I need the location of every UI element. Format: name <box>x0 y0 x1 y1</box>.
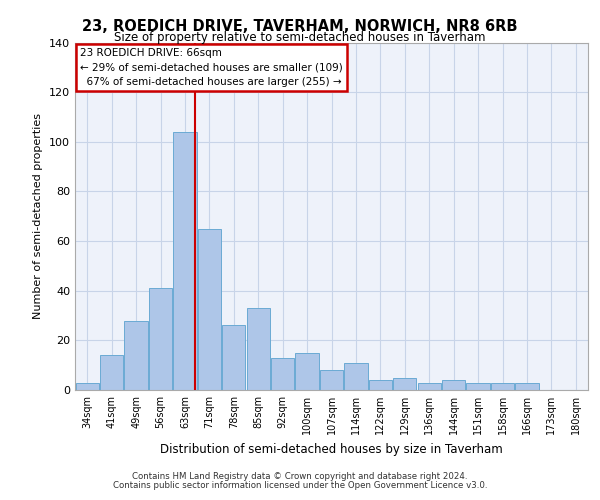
Bar <box>124 320 148 390</box>
Bar <box>222 326 245 390</box>
Bar <box>369 380 392 390</box>
Text: Contains public sector information licensed under the Open Government Licence v3: Contains public sector information licen… <box>113 481 487 490</box>
Bar <box>247 308 270 390</box>
Bar <box>149 288 172 390</box>
Bar <box>173 132 197 390</box>
Text: Contains HM Land Registry data © Crown copyright and database right 2024.: Contains HM Land Registry data © Crown c… <box>132 472 468 481</box>
Text: 23, ROEDICH DRIVE, TAVERHAM, NORWICH, NR8 6RB: 23, ROEDICH DRIVE, TAVERHAM, NORWICH, NR… <box>82 19 518 34</box>
Bar <box>418 382 441 390</box>
Bar <box>393 378 416 390</box>
Text: 23 ROEDICH DRIVE: 66sqm
← 29% of semi-detached houses are smaller (109)
  67% of: 23 ROEDICH DRIVE: 66sqm ← 29% of semi-de… <box>80 48 343 88</box>
Bar <box>442 380 465 390</box>
Bar <box>344 362 368 390</box>
Bar <box>198 228 221 390</box>
Text: Size of property relative to semi-detached houses in Taverham: Size of property relative to semi-detach… <box>114 31 486 44</box>
Bar <box>466 382 490 390</box>
Bar <box>271 358 294 390</box>
Bar <box>491 382 514 390</box>
Bar <box>76 382 99 390</box>
Bar <box>295 353 319 390</box>
Y-axis label: Number of semi-detached properties: Number of semi-detached properties <box>34 114 43 320</box>
X-axis label: Distribution of semi-detached houses by size in Taverham: Distribution of semi-detached houses by … <box>160 442 503 456</box>
Bar <box>515 382 539 390</box>
Bar <box>320 370 343 390</box>
Bar <box>100 355 123 390</box>
